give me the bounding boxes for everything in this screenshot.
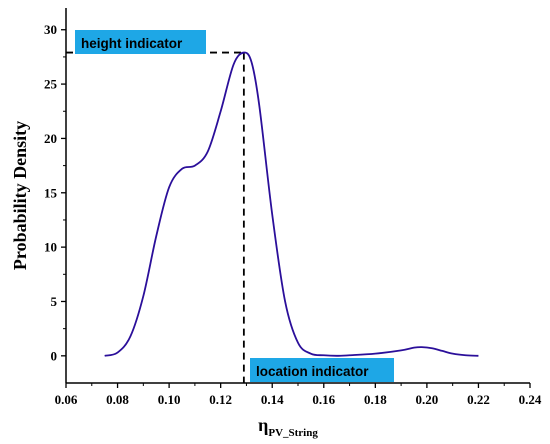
y-tick-label: 0 bbox=[51, 348, 58, 363]
x-tick-label: 0.10 bbox=[158, 392, 181, 407]
x-tick-label: 0.06 bbox=[55, 392, 78, 407]
y-tick-label: 10 bbox=[44, 240, 57, 255]
x-tick-label: 0.08 bbox=[106, 392, 129, 407]
density-curve bbox=[104, 51, 479, 357]
x-ticks: 0.06 0.08 0.10 0.12 0.14 0.16 0.18 0.20 0.22 0.24 bbox=[55, 383, 542, 407]
x-axis-title: ηPV_String bbox=[258, 415, 318, 439]
height-indicator-text: height indicator bbox=[81, 36, 183, 51]
x-tick-label: 0.24 bbox=[519, 392, 542, 407]
y-tick-label: 20 bbox=[44, 131, 57, 146]
x-tick-label: 0.14 bbox=[261, 392, 284, 407]
y-axis-title: Probability Density bbox=[10, 121, 30, 270]
height-indicator-bg bbox=[75, 30, 206, 54]
x-tick-label: 0.20 bbox=[416, 392, 439, 407]
axes-frame bbox=[65, 8, 530, 384]
y-ticks: 0 5 10 15 20 25 30 bbox=[44, 22, 66, 363]
x-tick-label: 0.16 bbox=[312, 392, 335, 407]
x-tick-label: 0.12 bbox=[209, 392, 232, 407]
x-axis-title-main: η bbox=[258, 415, 268, 435]
location-indicator-label: location indicator bbox=[250, 358, 394, 382]
x-tick-label: 0.18 bbox=[364, 392, 387, 407]
indicator-guides bbox=[66, 51, 245, 383]
height-indicator-label: height indicator bbox=[75, 30, 206, 54]
x-axis-title-subscript: PV_String bbox=[268, 427, 318, 439]
y-tick-label: 15 bbox=[44, 185, 58, 200]
location-indicator-bg bbox=[250, 358, 394, 382]
location-indicator-text: location indicator bbox=[256, 364, 369, 379]
y-tick-label: 5 bbox=[51, 294, 58, 309]
y-tick-label: 30 bbox=[44, 22, 57, 37]
x-tick-label: 0.22 bbox=[467, 392, 490, 407]
y-tick-label: 25 bbox=[44, 77, 58, 92]
